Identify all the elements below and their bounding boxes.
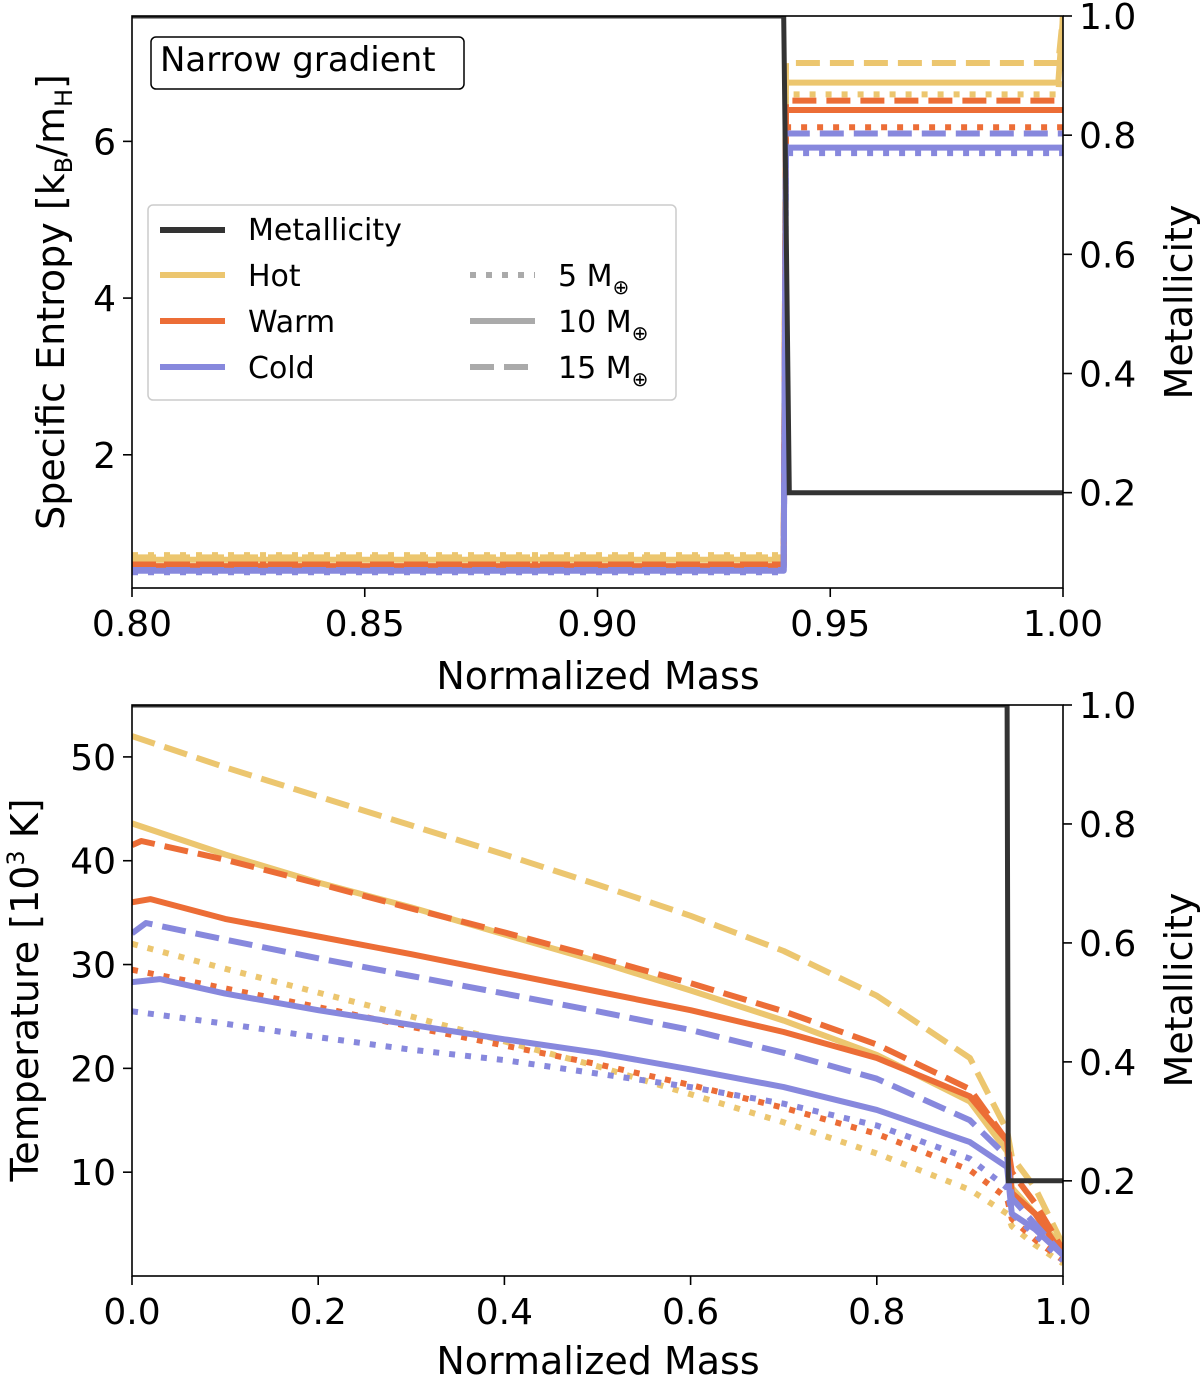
bottom-xtick-label: 0.2: [290, 1292, 347, 1333]
bottom-axes-frame: [131, 704, 1064, 1277]
bottom-xtick-label: 1.0: [1034, 1292, 1091, 1333]
bottom-ytick-label: 50: [70, 738, 116, 779]
top-ticks-group: 0.80 0.85 0.90 0.95 1.00 2 4 6 0.2 0.4 0.6 0.8 1.0: [92, 0, 1136, 645]
bottom-ytick-label: 10: [70, 1153, 116, 1194]
bottom-line-metallicity: [132, 705, 1063, 1184]
panel-top-entropy: 0.80 0.85 0.90 0.95 1.00 2 4 6 0.2 0.4 0.6 0.8 1.0 N…: [29, 0, 1200, 698]
top-ytick-label: 6: [93, 122, 116, 163]
bottom-y2tick-label: 0.4: [1079, 1043, 1136, 1084]
bottom-line-cold-15mearth: [132, 920, 1063, 1258]
legend-label-warm: Warm: [248, 305, 335, 340]
top-xlabel: Normalized Mass: [436, 654, 759, 698]
bottom-xtick-label: 0.8: [848, 1292, 905, 1333]
top-line-metallicity: [132, 16, 1063, 496]
bottom-y2tick-label: 0.2: [1079, 1162, 1136, 1203]
legend-label-cold: Cold: [248, 351, 315, 386]
legend-label-5-mearth: 5 M⊕: [558, 259, 629, 299]
bottom-y2tick-label: 1.0: [1079, 686, 1136, 727]
bottom-series-group: [132, 705, 1063, 1266]
top-ylabel: Specific Entropy [kB/mH]: [29, 74, 78, 530]
narrow-gradient-annotation: Narrow gradient: [150, 36, 465, 90]
bottom-ticks-group: 0.0 0.2 0.4 0.6 0.8 1.0 10 20 30 40 50 0.2 0.4 0.6 0.8…: [70, 686, 1136, 1333]
top-y2label: Metallicity: [1157, 205, 1200, 400]
bottom-ytick-label: 30: [70, 946, 116, 987]
bottom-line-cold-5mearth: [132, 1008, 1063, 1263]
legend-label-10-mearth: 10 M⊕: [558, 305, 648, 345]
top-y2tick-label: 0.4: [1079, 355, 1136, 396]
top-xtick-label: 0.90: [557, 604, 637, 645]
top-xtick-label: 0.95: [790, 604, 870, 645]
bottom-xtick-label: 0.0: [103, 1292, 160, 1333]
bottom-line-cold-10mearth: [132, 976, 1063, 1258]
legend-label-metallicity: Metallicity: [248, 213, 402, 248]
top-xtick-label: 0.80: [92, 604, 172, 645]
top-xtick-label: 1.00: [1023, 604, 1103, 645]
bottom-ytick-label: 40: [70, 842, 116, 883]
top-y2tick-label: 0.2: [1079, 474, 1136, 515]
top-y2tick-label: 0.6: [1079, 235, 1136, 276]
top-line-cold-15mearth: [132, 130, 1063, 573]
legend-label-15-mearth: 15 M⊕: [558, 351, 648, 391]
panel-bottom-temperature: 0.0 0.2 0.4 0.6 0.8 1.0 10 20 30 40 50 0.2 0.4 0.6 0.8…: [2, 686, 1200, 1380]
bottom-line-warm-10mearth: [132, 896, 1063, 1257]
bottom-ytick-label: 20: [70, 1049, 116, 1090]
top-ytick-label: 4: [93, 279, 116, 320]
legend-frame: [147, 204, 677, 401]
legend-label-hot: Hot: [248, 259, 301, 294]
bottom-y2tick-label: 0.8: [1079, 805, 1136, 846]
bottom-line-hot-5mearth: [132, 940, 1063, 1266]
top-xtick-label: 0.85: [325, 604, 405, 645]
bottom-y2tick-label: 0.6: [1079, 924, 1136, 965]
top-line-hot-15mearth: [132, 16, 1063, 561]
bottom-line-warm-15mearth: [132, 838, 1063, 1252]
top-series-group: [132, 16, 1063, 576]
annotation-text: Narrow gradient: [160, 40, 436, 80]
top-ytick-label: 2: [93, 436, 116, 477]
top-y2tick-label: 0.8: [1079, 116, 1136, 157]
bottom-y2label: Metallicity: [1157, 893, 1200, 1088]
bottom-xtick-label: 0.4: [476, 1292, 533, 1333]
legend: Metallicity Hot Warm Cold 5 M⊕ 10 M⊕ 15 …: [147, 204, 677, 401]
top-y2tick-label: 1.0: [1079, 0, 1136, 38]
bottom-ylabel: Temperature [103 K]: [2, 798, 47, 1182]
top-line-warm-15mearth: [132, 97, 1063, 568]
bottom-xlabel: Normalized Mass: [436, 1339, 759, 1380]
bottom-xtick-label: 0.6: [662, 1292, 719, 1333]
